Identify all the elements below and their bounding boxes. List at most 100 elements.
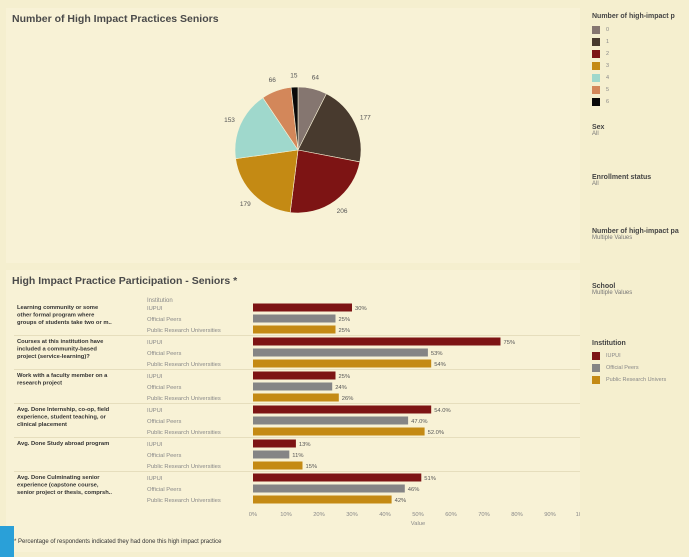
- x-axis-label: Value: [411, 521, 425, 527]
- legend-hip-item[interactable]: 3: [592, 60, 609, 72]
- filter-hip-count[interactable]: Number of high-impact pa Multiple Values: [592, 228, 679, 241]
- legend-hip: 0 1 2 3 4 5 6: [592, 24, 609, 108]
- institution-row-label: Official Peers: [147, 317, 181, 323]
- bar-4-2[interactable]: [253, 461, 303, 470]
- bar-0-2[interactable]: [253, 325, 336, 334]
- x-tick-label: 30%: [346, 512, 358, 518]
- legend-hip-label: 2: [606, 51, 610, 57]
- bar-value-label: 13%: [299, 442, 311, 448]
- practice-label: included a community-based: [17, 347, 97, 353]
- filter-sex-value: All: [592, 131, 599, 137]
- bar-2-2[interactable]: [253, 393, 339, 402]
- bar-value-label: 25%: [339, 317, 351, 323]
- bar-2-1[interactable]: [253, 382, 333, 391]
- legend-hip-swatch: [592, 86, 600, 94]
- legend-hip-label: 6: [606, 99, 610, 105]
- legend-hip-item[interactable]: 4: [592, 72, 609, 84]
- bar-value-label: 53%: [431, 351, 443, 357]
- legend-institution-item[interactable]: Official Peers: [592, 362, 666, 374]
- filter-sex[interactable]: Sex All: [592, 124, 604, 137]
- bar-value-label: 26%: [342, 396, 354, 402]
- bar-value-label: 52.0%: [428, 430, 444, 436]
- institution-row-label: Public Research Universities: [147, 430, 221, 436]
- x-tick-label: 100%: [576, 512, 580, 518]
- bar-1-0[interactable]: [253, 337, 501, 346]
- pie-value-label: 177: [360, 114, 371, 121]
- filter-school[interactable]: School Multiple Values: [592, 283, 632, 296]
- bar-value-label: 46%: [408, 487, 420, 493]
- legend-hip-swatch: [592, 74, 600, 82]
- x-tick-label: 60%: [445, 512, 457, 518]
- filter-school-label: School: [592, 283, 616, 290]
- legend-institution-swatch: [592, 376, 600, 384]
- institution-row-label: Official Peers: [147, 351, 181, 357]
- legend-hip-label: 5: [606, 87, 610, 93]
- pie-slice-6[interactable]: [290, 86, 299, 151]
- pie-value-label: 64: [312, 75, 320, 82]
- pie-value-label: 66: [269, 77, 277, 84]
- bar-3-2[interactable]: [253, 427, 425, 436]
- legend-institution-label: Official Peers: [606, 365, 639, 371]
- bar-value-label: 15%: [306, 464, 318, 470]
- bar-5-2[interactable]: [253, 495, 392, 504]
- bar-4-0[interactable]: [253, 439, 296, 448]
- legend-hip-swatch: [592, 26, 600, 34]
- x-tick-label: 90%: [544, 512, 556, 518]
- legend-hip-swatch: [592, 98, 600, 106]
- pie-value-label: 206: [337, 208, 348, 215]
- filter-hip-count-label: Number of high-impact pa: [592, 228, 679, 235]
- filter-enrollment[interactable]: Enrollment status All: [592, 174, 651, 187]
- x-tick-label: 70%: [478, 512, 490, 518]
- pie-slice-3[interactable]: [235, 149, 299, 213]
- x-tick-label: 10%: [280, 512, 292, 518]
- institution-row-label: IUPUI: [147, 306, 163, 312]
- bar-value-label: 54%: [434, 362, 446, 368]
- bar-1-1[interactable]: [253, 348, 428, 357]
- legend-institution-title: Institution: [592, 340, 626, 347]
- legend-hip-item[interactable]: 1: [592, 36, 609, 48]
- pie-slice-1[interactable]: [297, 93, 362, 163]
- institution-row-label: IUPUI: [147, 442, 163, 448]
- bar-value-label: 54.0%: [434, 408, 450, 414]
- legend-hip-item[interactable]: 6: [592, 96, 609, 108]
- legend-hip-item[interactable]: 2: [592, 48, 609, 60]
- bar-panel: High Impact Practice Participation - Sen…: [6, 270, 580, 552]
- legend-hip-item[interactable]: 5: [592, 84, 609, 96]
- bar-0-0[interactable]: [253, 303, 352, 312]
- legend-institution-item[interactable]: IUPUI: [592, 350, 666, 362]
- institution-row-label: IUPUI: [147, 374, 163, 380]
- legend-hip-item[interactable]: 0: [592, 24, 609, 36]
- bar-4-1[interactable]: [253, 450, 290, 459]
- bar-1-2[interactable]: [253, 359, 432, 368]
- pie-slice-2[interactable]: [289, 149, 361, 214]
- x-tick-label: 50%: [412, 512, 424, 518]
- institution-column-header: Institution: [147, 298, 173, 304]
- bar-value-label: 30%: [355, 306, 367, 312]
- legend-hip-label: 4: [606, 75, 610, 81]
- blue-corner-mark: [0, 526, 14, 557]
- practice-label: Learning community or some: [17, 305, 99, 311]
- bar-5-0[interactable]: [253, 473, 422, 482]
- practice-label: senior project or thesis, comprsh..: [17, 490, 112, 496]
- bar-3-1[interactable]: [253, 416, 409, 425]
- bar-5-1[interactable]: [253, 484, 405, 493]
- legend-institution-label: Public Research Univers: [606, 377, 667, 383]
- practice-label: other formal program where: [17, 313, 95, 319]
- bar-value-label: 42%: [395, 498, 407, 504]
- filter-sex-label: Sex: [592, 124, 605, 131]
- pie-slice-4[interactable]: [234, 97, 299, 160]
- institution-row-label: IUPUI: [147, 476, 163, 482]
- institution-row-label: IUPUI: [147, 408, 163, 414]
- bar-0-1[interactable]: [253, 314, 336, 323]
- filter-enrollment-label: Enrollment status: [592, 174, 652, 181]
- legend-institution: IUPUI Official Peers Public Research Unive…: [592, 350, 666, 386]
- bar-value-label: 11%: [292, 453, 303, 459]
- bar-2-0[interactable]: [253, 371, 336, 380]
- institution-row-label: Public Research Universities: [147, 328, 221, 334]
- bar-value-label: 75%: [504, 340, 516, 346]
- bar-3-0[interactable]: [253, 405, 432, 414]
- legend-institution-swatch: [592, 364, 600, 372]
- legend-institution-label: IUPUI: [606, 353, 621, 359]
- legend-institution-item[interactable]: Public Research Univers: [592, 374, 666, 386]
